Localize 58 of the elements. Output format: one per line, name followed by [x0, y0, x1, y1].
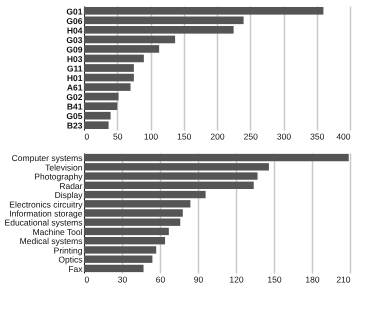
bar [84, 26, 234, 34]
y-tick-label: Medical systems [20, 236, 82, 246]
y-tick-label: Fax [68, 264, 84, 274]
x-tick-label: 90 [194, 274, 204, 284]
x-tick-label: 350 [310, 132, 325, 142]
y-tick-label: Information storage [9, 208, 83, 218]
bar [84, 200, 190, 208]
y-tick-label: G02 [66, 92, 83, 102]
bar [84, 6, 324, 15]
bar [84, 45, 160, 53]
x-tick-label: 30 [118, 274, 128, 284]
x-tick-label: 250 [244, 132, 258, 142]
y-tick-label: Computer systems [12, 153, 82, 164]
y-tick-label: B41 [66, 102, 83, 112]
x-tick-label: 150 [267, 274, 282, 284]
bar [84, 83, 131, 91]
y-tick-label: Electronics circuitry [9, 199, 84, 210]
y-tick-label: G05 [66, 111, 83, 122]
y-tick-label: Educational systems [4, 218, 82, 228]
y-tick-label: Machine Tool [32, 226, 83, 237]
x-tick-label: 60 [156, 274, 166, 284]
bar [84, 121, 109, 130]
y-tick-label: G09 [66, 44, 83, 54]
y-tick-label: B23 [66, 120, 83, 131]
bar [84, 16, 244, 24]
x-tick-label: 400 [336, 132, 351, 142]
y-tick-label: G03 [66, 34, 83, 45]
y-tick-label: Printing [54, 245, 83, 256]
y-tick-label: Radar [59, 180, 83, 191]
bar [84, 209, 183, 217]
bar [84, 190, 206, 198]
y-tick-label: Television [45, 162, 83, 172]
bar [84, 112, 111, 120]
y-tick-label: Display [54, 190, 84, 200]
bar [84, 228, 169, 236]
x-tick-label: 0 [84, 132, 90, 142]
y-tick-label: G01 [66, 6, 83, 16]
y-tick-label: H01 [66, 73, 83, 84]
x-tick-label: 120 [229, 274, 244, 284]
bar [84, 102, 118, 110]
y-tick-label: G06 [66, 16, 83, 26]
x-tick-label: 200 [210, 132, 225, 142]
y-tick-label: G11 [66, 64, 83, 74]
x-tick-label: 50 [113, 132, 123, 142]
x-tick-label: 150 [177, 132, 192, 142]
y-tick-label: A61 [66, 82, 83, 93]
x-tick-label: 180 [305, 274, 320, 284]
x-tick-label: 100 [144, 132, 158, 142]
bar [84, 92, 119, 100]
bar [84, 36, 176, 44]
y-tick-label: H03 [66, 54, 83, 64]
y-tick-label: Optics [58, 254, 82, 265]
bar [84, 218, 180, 226]
y-tick-label: H04 [66, 25, 83, 36]
x-tick-label: 0 [84, 274, 90, 284]
y-tick-label: Photography [34, 172, 84, 182]
x-tick-label: 300 [276, 132, 292, 142]
x-tick-label: 210 [336, 274, 351, 284]
